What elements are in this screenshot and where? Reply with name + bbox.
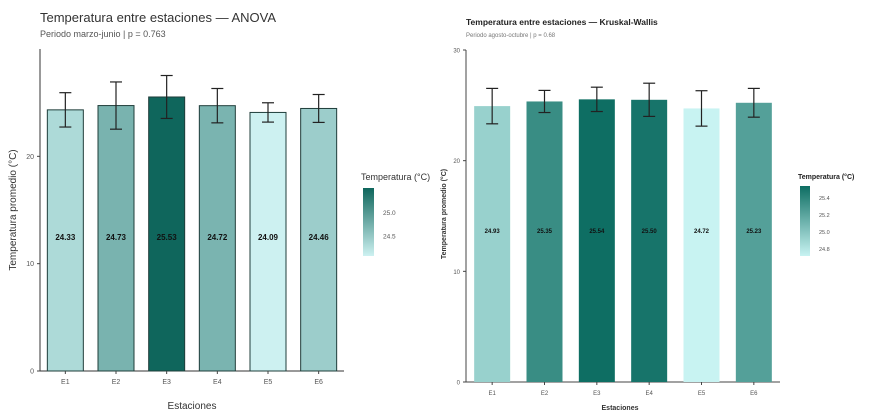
panel1-bars (46, 96, 338, 372)
error-bar (590, 86, 603, 113)
panel1-y-axis-label: Temperatura promedio (°C) (8, 149, 19, 270)
bar (631, 99, 668, 383)
x-tick-label: E5 (698, 391, 706, 397)
legend-tick-label: 25.2 (819, 213, 830, 219)
panel1-error-bars (59, 74, 325, 130)
y-tick-label: 0 (457, 381, 461, 387)
panel2-y-ticks: 0 10 20 30 (453, 49, 466, 387)
value-label: 25.23 (746, 229, 762, 235)
x-tick-label: E1 (61, 379, 70, 386)
error-bar (59, 92, 72, 128)
bar (526, 101, 563, 383)
legend-tick-label: 25.4 (819, 196, 830, 202)
legend-tick-label: 24.8 (819, 247, 830, 253)
x-tick-label: E3 (162, 379, 171, 386)
x-tick-label: E4 (213, 379, 222, 386)
panel2-legend-colorbar (800, 186, 810, 256)
y-tick-label: 0 (30, 369, 34, 376)
panel2-title: Temperatura entre estaciones — Kruskal-W… (466, 17, 658, 27)
value-label: 24.33 (55, 233, 76, 242)
value-label: 25.53 (157, 233, 178, 242)
bar (474, 106, 511, 382)
error-bar (486, 87, 499, 125)
panel2-legend-title: Temperatura (°C) (798, 173, 854, 181)
panel1-value-labels: 24.33 24.73 25.53 24.72 24.09 24.46 (55, 233, 329, 242)
panel2-x-axis-label: Estaciones (602, 405, 639, 412)
panel1-legend-colorbar (363, 188, 374, 256)
panel1-legend-title: Temperatura (°C) (361, 172, 430, 182)
bar (578, 99, 615, 382)
error-bar (110, 81, 122, 130)
panel2-value-labels: 24.93 25.35 25.54 25.50 24.72 25.23 (485, 229, 762, 235)
panel1-title: Temperatura entre estaciones — ANOVA (40, 10, 276, 25)
panel2-y-axis-label: Temperatura promedio (°C) (440, 169, 448, 259)
y-tick-label: 10 (26, 261, 34, 268)
value-label: 24.09 (258, 233, 279, 242)
bar (735, 102, 772, 383)
value-label: 24.46 (309, 233, 330, 242)
value-label: 24.73 (106, 233, 127, 242)
error-bar (160, 74, 173, 120)
panel1-x-ticks: E1 E2 E3 E4 E5 E6 (61, 371, 323, 386)
x-tick-label: E1 (488, 391, 496, 397)
value-label: 24.93 (485, 229, 501, 235)
value-label: 24.72 (694, 229, 710, 235)
value-label: 25.54 (589, 229, 605, 235)
error-bar (538, 89, 551, 114)
error-bar (643, 82, 656, 118)
panel2-error-bars (486, 82, 760, 127)
legend-tick-label: 25.0 (819, 230, 830, 236)
panel2-bars (474, 99, 772, 383)
panel1-y-ticks: 0 10 20 (26, 154, 40, 376)
legend-tick-label: 24.5 (383, 234, 396, 241)
error-bar (695, 90, 708, 127)
value-label: 25.35 (537, 229, 553, 235)
panel-anova: Temperatura entre estaciones — ANOVA Per… (8, 10, 430, 412)
value-label: 24.72 (207, 233, 228, 242)
panel-kruskal-wallis: Temperatura entre estaciones — Kruskal-W… (440, 17, 854, 412)
error-bar (211, 87, 224, 124)
panel2-subtitle: Periodo agosto-octubre | p = 0.68 (466, 33, 556, 39)
legend-tick-label: 25.0 (383, 210, 396, 217)
x-tick-label: E6 (314, 379, 323, 386)
error-bar (262, 102, 274, 123)
panel1-subtitle: Periodo marzo-junio | p = 0.763 (40, 29, 166, 39)
bar (46, 109, 84, 372)
x-tick-label: E3 (593, 391, 601, 397)
panel2-x-ticks: E1 E2 E3 E4 E5 E6 (488, 382, 758, 397)
x-tick-label: E2 (541, 391, 549, 397)
error-bar (312, 93, 325, 124)
x-tick-label: E4 (645, 391, 653, 397)
y-tick-label: 30 (453, 49, 460, 55)
panel1-x-axis-label: Estaciones (168, 401, 217, 412)
error-bar (747, 87, 760, 118)
y-tick-label: 20 (26, 154, 34, 161)
bar (683, 108, 720, 382)
panel2-legend-ticks: 25.4 25.2 25.0 24.8 (819, 196, 830, 253)
x-tick-label: E2 (112, 379, 121, 386)
panel1-legend-ticks: 25.0 24.5 (383, 210, 396, 241)
x-tick-label: E5 (264, 379, 273, 386)
x-tick-label: E6 (750, 391, 758, 397)
value-label: 25.50 (642, 229, 658, 235)
y-tick-label: 20 (453, 159, 460, 165)
y-tick-label: 10 (453, 270, 460, 276)
